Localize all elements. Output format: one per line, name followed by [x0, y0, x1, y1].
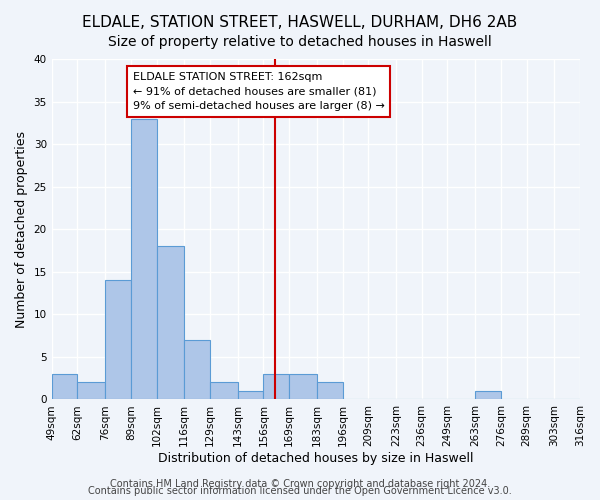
Bar [263, 374, 289, 400]
Bar [289, 374, 317, 400]
Text: Contains HM Land Registry data © Crown copyright and database right 2024.: Contains HM Land Registry data © Crown c… [110, 479, 490, 489]
Bar [157, 246, 184, 400]
Text: ELDALE, STATION STREET, HASWELL, DURHAM, DH6 2AB: ELDALE, STATION STREET, HASWELL, DURHAM,… [82, 15, 518, 30]
X-axis label: Distribution of detached houses by size in Haswell: Distribution of detached houses by size … [158, 452, 473, 465]
Text: Contains public sector information licensed under the Open Government Licence v3: Contains public sector information licen… [88, 486, 512, 496]
Text: ELDALE STATION STREET: 162sqm
← 91% of detached houses are smaller (81)
9% of se: ELDALE STATION STREET: 162sqm ← 91% of d… [133, 72, 385, 112]
Y-axis label: Number of detached properties: Number of detached properties [15, 130, 28, 328]
Text: Size of property relative to detached houses in Haswell: Size of property relative to detached ho… [108, 35, 492, 49]
Bar [52, 374, 77, 400]
Bar [210, 382, 238, 400]
Bar [475, 391, 501, 400]
Bar [131, 118, 157, 400]
Bar [105, 280, 131, 400]
Bar [77, 382, 105, 400]
Bar [317, 382, 343, 400]
Bar [238, 391, 263, 400]
Bar [184, 340, 210, 400]
